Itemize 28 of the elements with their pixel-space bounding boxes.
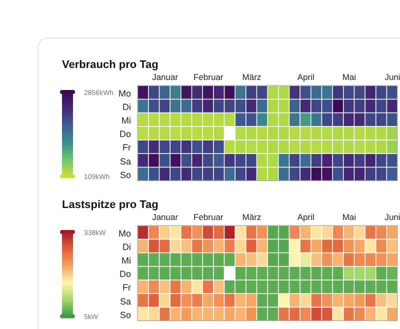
x-tick-label: Juni [384,72,400,82]
y-tick-label: Mi [122,256,131,266]
y-tick-label: Sa [120,296,131,306]
y-tick-label: Do [119,129,131,140]
chart-title: Verbrauch pro Tag [62,59,158,71]
y-tick-label: Di [122,102,131,112]
chart-title: Lastspitze pro Tag [62,199,158,211]
y-tick-label: Mi [122,116,131,126]
y-tick-label: Fr [122,142,131,153]
x-tick-label: Februar [194,72,224,82]
x-tick-label: April [297,72,314,82]
x-tick-label: Mai [342,72,356,82]
x-tick-label: Juni [384,212,400,222]
y-tick-label: So [120,170,131,180]
y-tick-label: Mo [118,88,131,98]
x-tick-label: März [242,212,262,222]
x-tick-label: Januar [152,212,178,222]
x-tick-label: März [242,72,262,82]
x-tick-label: April [297,212,314,222]
y-tick-label: So [120,310,131,320]
y-tick-label: Mo [118,228,131,238]
x-tick-label: Januar [152,72,178,82]
x-tick-label: Mai [342,212,356,222]
y-tick-label: Do [119,269,131,280]
y-tick-label: Sa [120,156,131,166]
x-tick-label: Februar [194,212,224,222]
y-tick-label: Di [122,242,131,252]
y-tick-label: Fr [122,282,131,293]
